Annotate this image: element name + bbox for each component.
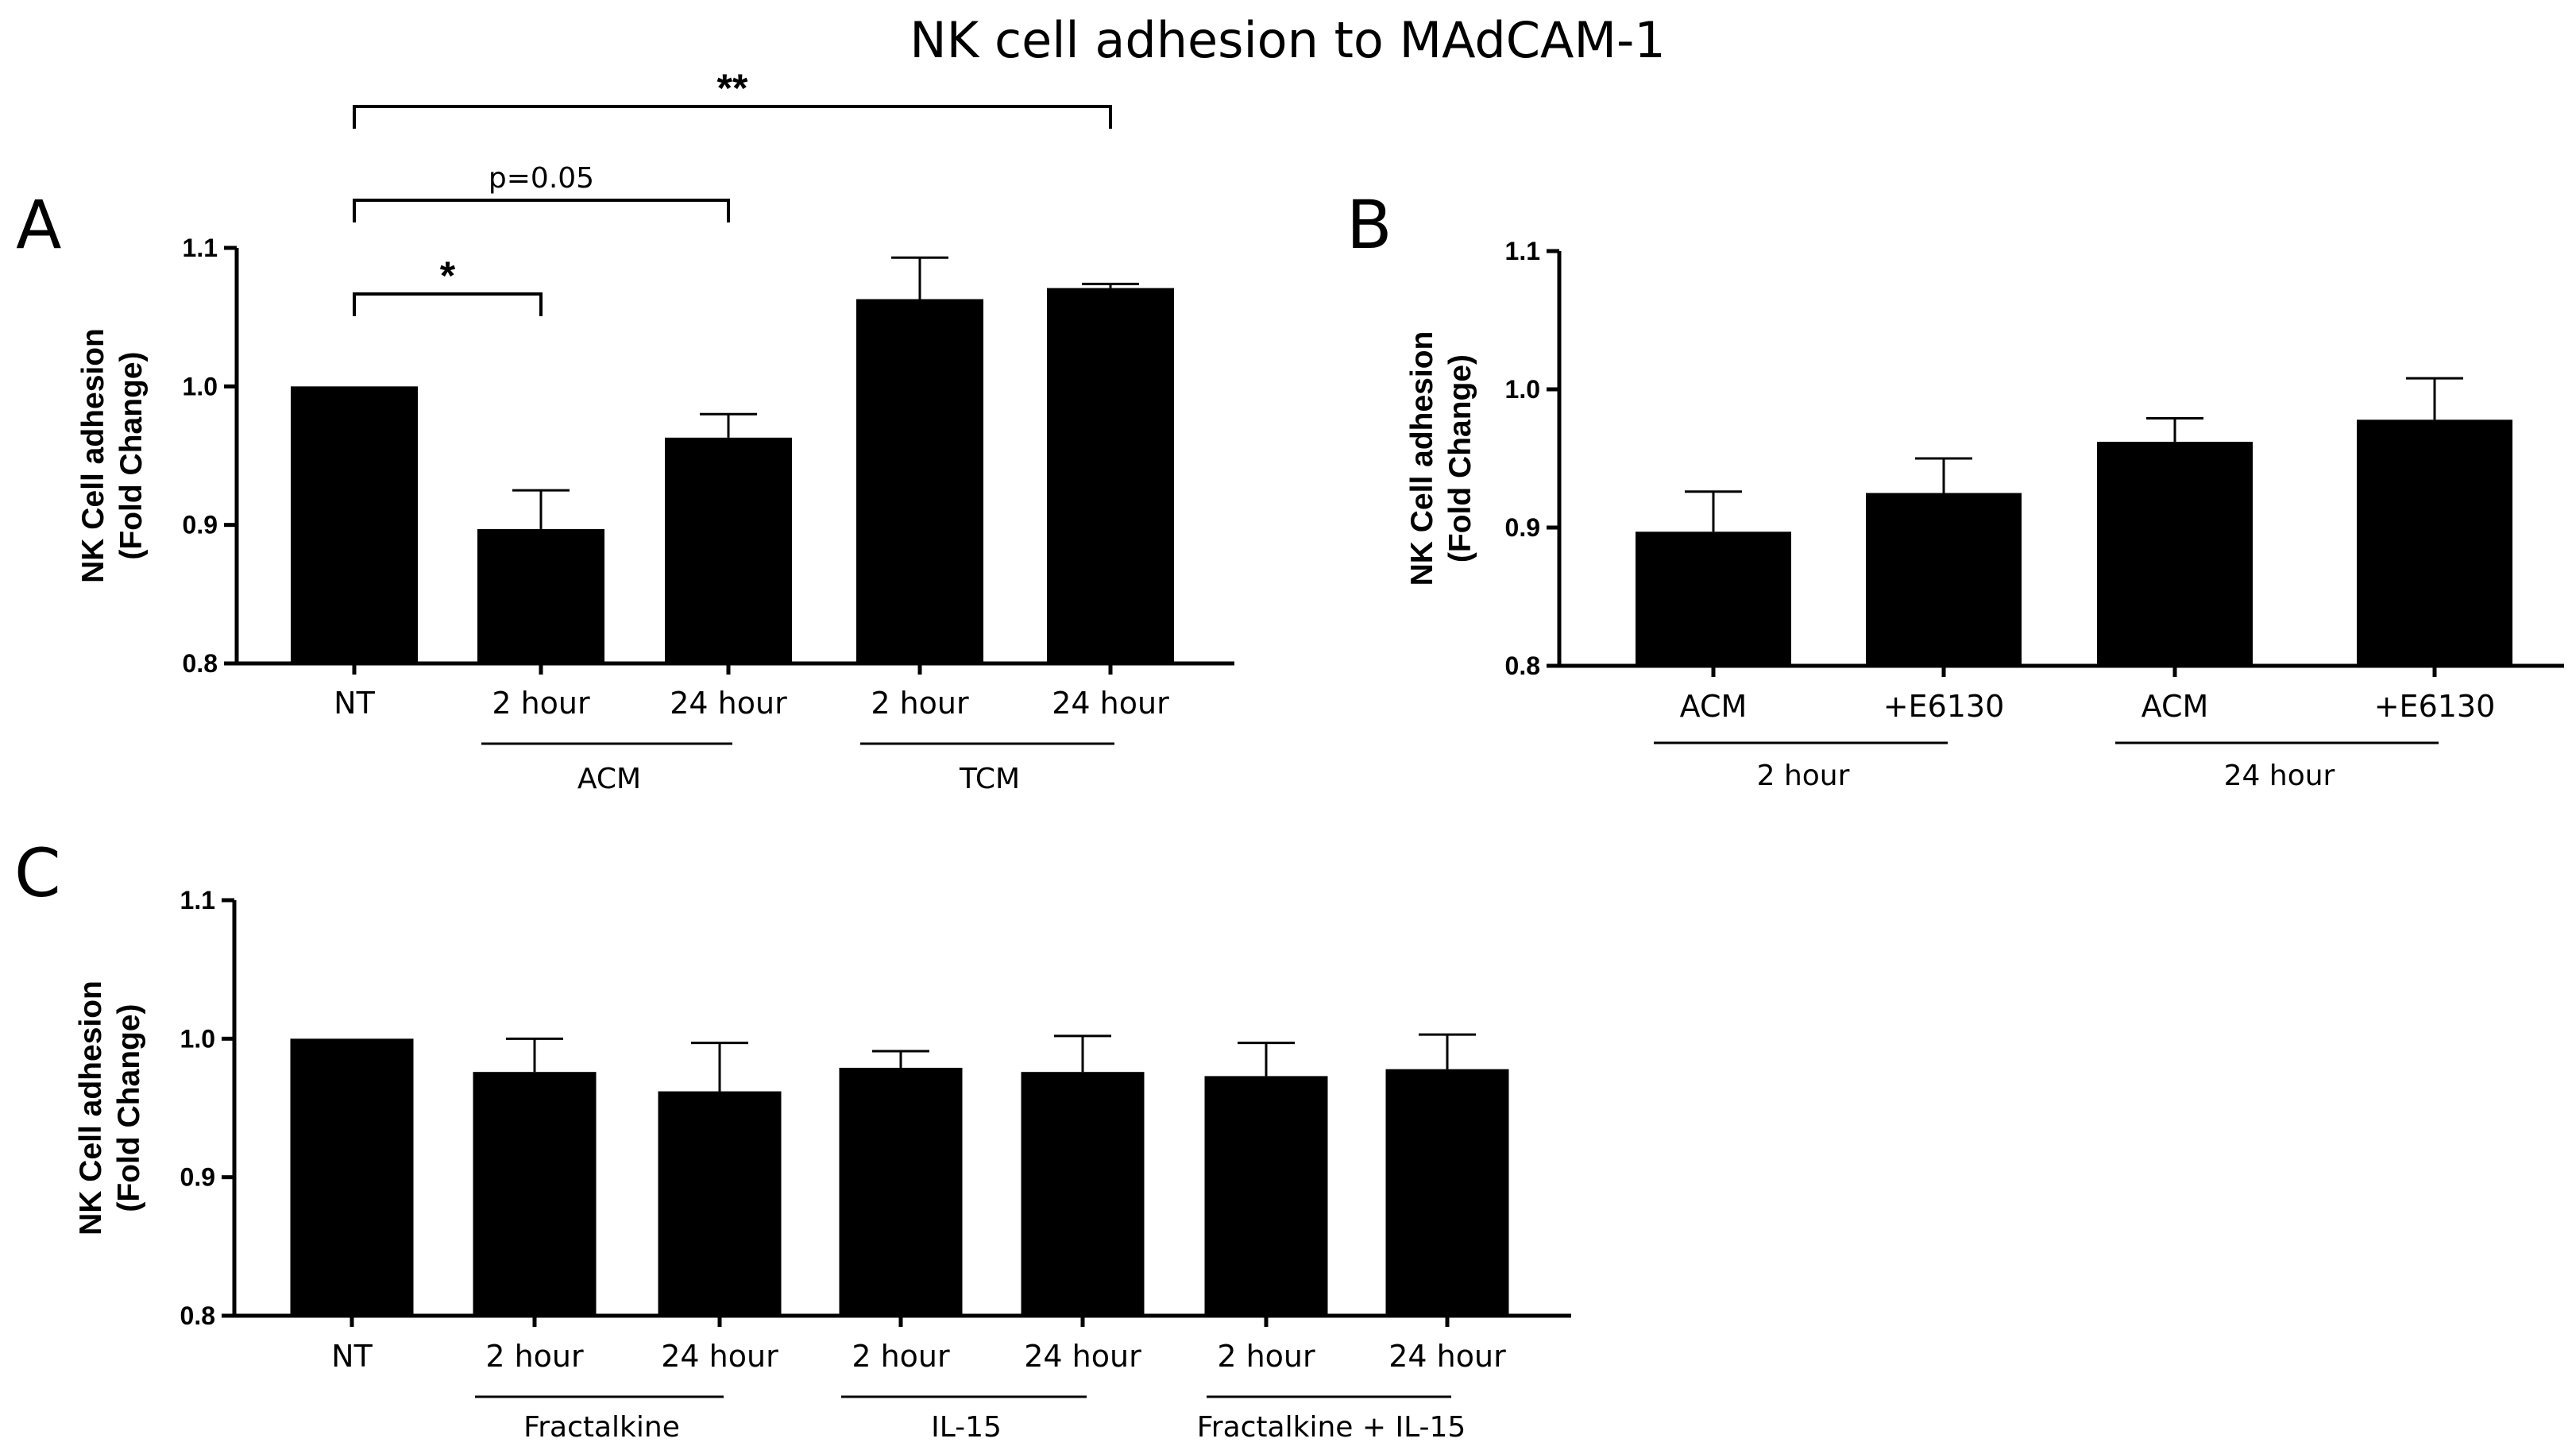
panel-c-bar (839, 1067, 963, 1316)
panel-a-significance-label: ** (717, 66, 748, 110)
panel-c-bar (290, 1038, 414, 1316)
panel-c-group-label: Fractalkine (523, 1411, 680, 1444)
panel-a-category-label: 24 hour (1052, 686, 1169, 721)
panel-c-y-tick-label: 1.1 (180, 886, 215, 914)
panel-a-letter: A (16, 186, 61, 264)
panel-b: B 0.8 0.9 1.0 1.1 NK Cell adhesion (Fold Chang… (1346, 186, 2564, 792)
panel-c-y-tick-label: 1.0 (180, 1024, 215, 1053)
panel-a: A 0.8 0.9 1.0 1.1 NK Cell adhesion (Fold Chang… (16, 66, 1234, 795)
panel-a-bar (477, 528, 604, 663)
panel-c-y-label-sub: (Fold Change) (112, 1003, 146, 1212)
panel-c-category-label: 2 hour (852, 1339, 950, 1374)
panel-a-category-label: 2 hour (492, 686, 590, 721)
panel-b-letter: B (1346, 186, 1392, 264)
panel-c-category-label: 24 hour (1024, 1339, 1141, 1374)
panel-c-letter: C (14, 834, 61, 912)
panel-a-y-tick-label: 0.9 (183, 511, 218, 539)
panel-a-significance-bracket (353, 105, 1112, 129)
panel-c-bar (1204, 1076, 1328, 1316)
panel-a-group-label: TCM (959, 763, 1020, 795)
panel-c-y-tick-label: 0.9 (180, 1163, 215, 1192)
panel-b-bar (2097, 442, 2253, 666)
panel-b-y-label: NK Cell adhesion (1405, 331, 1439, 586)
panel-c: C 0.8 0.9 1.0 1.1 NK Cell adhesion (Fold Chang… (14, 834, 1571, 1444)
panel-a-category-label: 24 hour (670, 686, 787, 721)
panel-b-bar (2357, 420, 2512, 666)
panel-b-y-tick-label: 0.8 (1505, 652, 1540, 680)
figure-title: NK cell adhesion to MAdCAM-1 (910, 11, 1666, 69)
panel-a-y-tick-label: 1.0 (183, 372, 218, 400)
panel-b-group-label: 24 hour (2224, 760, 2335, 792)
panel-a-y-label-sub: (Fold Change) (114, 351, 149, 559)
panel-a-bar (856, 299, 983, 663)
panel-a-y-label: NK Cell adhesion (76, 328, 110, 583)
panel-a-category-label: 2 hour (871, 686, 969, 721)
panel-a-bar (1047, 288, 1174, 663)
panel-b-category-label: +E6130 (2374, 689, 2496, 724)
panel-b-bar (1636, 532, 1791, 666)
panel-b-category-label: ACM (2142, 689, 2209, 724)
panel-b-y-label-sub: (Fold Change) (1443, 354, 1477, 563)
panel-a-bar (665, 437, 792, 663)
panel-a-significance-label: * (440, 253, 456, 298)
panel-b-y-tick-label: 1.0 (1505, 375, 1540, 404)
panel-a-y-tick-label: 0.8 (183, 649, 218, 678)
panel-c-group-label: IL-15 (931, 1411, 1002, 1444)
panel-c-group-label: Fractalkine + IL-15 (1197, 1411, 1466, 1444)
panel-c-category-label: NT (331, 1339, 373, 1374)
panel-b-y-tick-label: 1.1 (1505, 237, 1540, 265)
panel-a-category-label: NT (334, 686, 375, 721)
panel-c-category-label: 24 hour (661, 1339, 778, 1374)
panel-c-y-tick-label: 0.8 (180, 1301, 215, 1330)
panel-b-category-label: ACM (1680, 689, 1748, 724)
panel-c-bar (658, 1091, 782, 1316)
panel-a-bar (291, 386, 418, 663)
panel-a-group-label: ACM (577, 763, 641, 795)
panel-a-significance-label: p=0.05 (489, 162, 594, 195)
panel-c-bar (1385, 1069, 1509, 1316)
panel-a-significance-bracket (353, 199, 730, 222)
panel-a-significance-bracket (353, 292, 543, 316)
panel-b-y-tick-label: 0.9 (1505, 513, 1540, 542)
panel-c-category-label: 2 hour (1217, 1339, 1315, 1374)
panel-c-bar (1021, 1072, 1145, 1316)
panel-b-category-label: +E6130 (1883, 689, 2005, 724)
panel-c-category-label: 2 hour (485, 1339, 584, 1374)
panel-c-category-label: 24 hour (1388, 1339, 1506, 1374)
panel-c-bar (473, 1072, 597, 1316)
panel-b-group-label: 2 hour (1757, 760, 1850, 792)
panel-a-y-tick-label: 1.1 (183, 234, 218, 262)
panel-c-y-label: NK Cell adhesion (74, 980, 108, 1235)
panel-b-bar (1866, 493, 2022, 666)
